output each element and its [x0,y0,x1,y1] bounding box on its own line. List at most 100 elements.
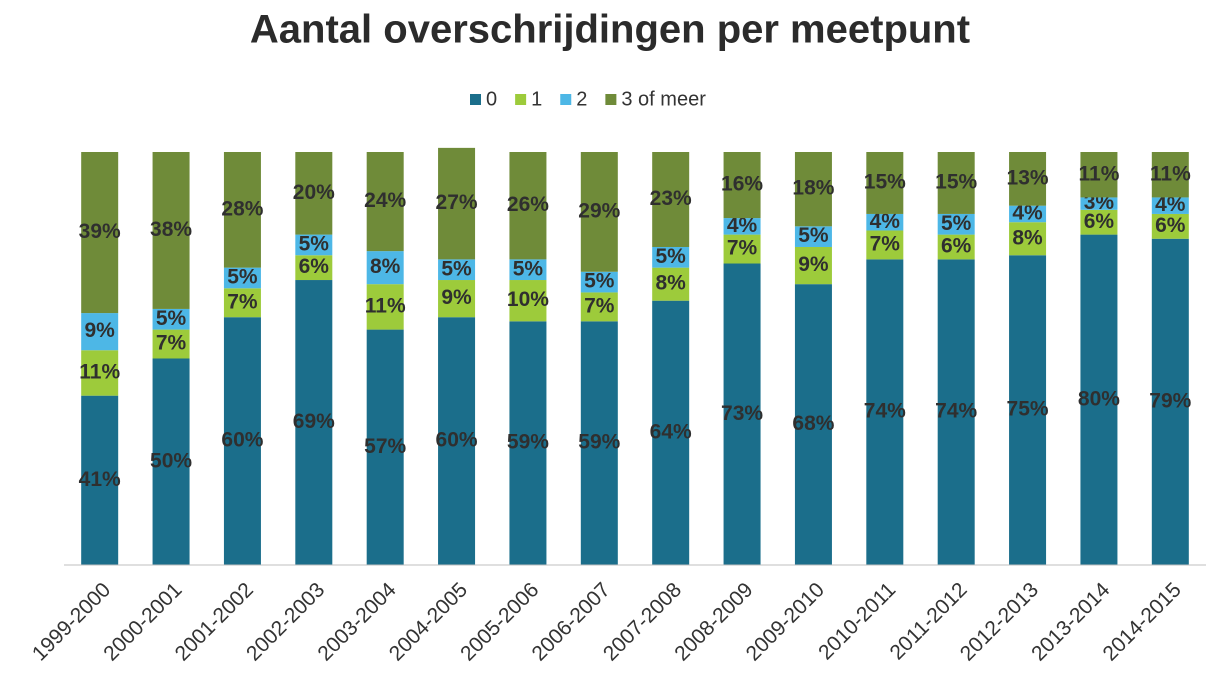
bar-segment [937,152,975,214]
data-label: 4% [1012,201,1043,224]
data-label: 7% [870,232,901,255]
data-label: 9% [441,286,472,309]
bar-segment [866,230,904,260]
bar-segment [723,234,761,264]
legend-label: 1 [531,88,542,110]
data-label: 5% [156,307,187,330]
bar-segment [152,152,190,309]
data-label: 39% [79,220,121,243]
bar-segment [152,358,190,565]
data-label: 27% [436,191,478,214]
bar-segment [937,234,975,260]
data-label: 6% [1084,210,1115,233]
bar-segment [366,251,404,285]
chart-title: Aantal overschrijdingen per meetpunt [250,8,970,52]
bar-segment [1080,197,1118,210]
data-label: 50% [150,449,192,472]
data-label: 4% [870,210,901,233]
data-label: 5% [584,270,615,293]
bar-segment [794,284,832,565]
data-label: 79% [1149,389,1191,412]
data-label: 7% [227,290,258,313]
bar-segment [438,317,476,565]
data-label: 74% [864,400,906,423]
data-label: 69% [293,410,335,433]
bar-segment [295,234,333,256]
bar-segment [295,255,333,281]
bar-segment [794,152,832,227]
bar-segment [509,321,547,565]
bar-segment [223,317,261,565]
data-label: 4% [1155,193,1186,216]
x-tick-label: 2009-2010 [742,578,829,665]
bar-segment [580,292,618,322]
bar-segment [1080,209,1118,235]
data-label: 80% [1078,387,1120,410]
data-label: 24% [364,189,406,212]
bar-segment [1009,255,1047,565]
data-label: 11% [365,294,406,317]
data-label: 13% [1007,166,1049,189]
bar-segment [1080,234,1118,565]
data-label: 6% [1155,214,1186,237]
bar-segment [81,152,119,314]
data-label: 11% [1150,162,1191,185]
x-tick-label: 2014-2015 [1098,578,1185,665]
data-label: 74% [935,400,977,423]
bar-segment [723,263,761,565]
bar-segment [509,152,547,260]
bar-segment [81,395,119,565]
bar-segment [1151,197,1189,214]
data-label: 5% [227,266,258,289]
legend-label: 0 [486,88,497,110]
data-label: 16% [721,173,763,196]
bar-segment [366,329,404,565]
data-label: 5% [299,232,330,255]
bar-segment [1009,222,1047,256]
data-label: 7% [584,294,615,317]
bar-segment [794,226,832,247]
legend-swatch [560,94,572,105]
data-label: 60% [221,429,263,452]
data-label: 6% [941,235,972,258]
data-label: 6% [299,255,330,278]
bar-segment [866,152,904,214]
bar-segment [937,213,975,235]
bar-segment [223,152,261,268]
bar-segment [580,152,618,272]
data-label: 57% [364,435,406,458]
bar-segment [1151,238,1189,566]
legend-label: 3 of meer [621,88,706,110]
data-label: 11% [1079,162,1120,185]
data-label: 20% [293,181,335,204]
bar-segment [152,308,190,330]
bar-segment [1151,213,1189,239]
data-label: 29% [578,199,620,222]
bar-segment [366,284,404,330]
bar-segment [295,152,333,235]
data-label: 28% [221,197,263,220]
legend-swatch [470,94,481,105]
bar-segment [438,259,476,281]
data-label: 7% [727,237,758,260]
data-label: 73% [721,402,763,425]
data-label: 60% [436,429,478,452]
data-label: 15% [864,171,906,194]
bar-segment [937,259,975,565]
bar-segment [580,271,618,293]
data-label: 11% [79,361,120,384]
bar-segment [438,147,476,260]
bar-segment [652,300,690,565]
bar-segment [723,218,761,235]
data-label: 75% [1007,398,1049,421]
bar-segment [438,280,476,318]
legend-swatch [515,94,527,105]
bar-segment [723,152,761,219]
data-label: 8% [656,272,687,295]
legend-swatch [605,94,617,105]
data-label: 8% [1012,226,1043,249]
data-label: 8% [370,255,401,278]
data-label: 68% [792,412,834,435]
bar-segment [866,259,904,565]
